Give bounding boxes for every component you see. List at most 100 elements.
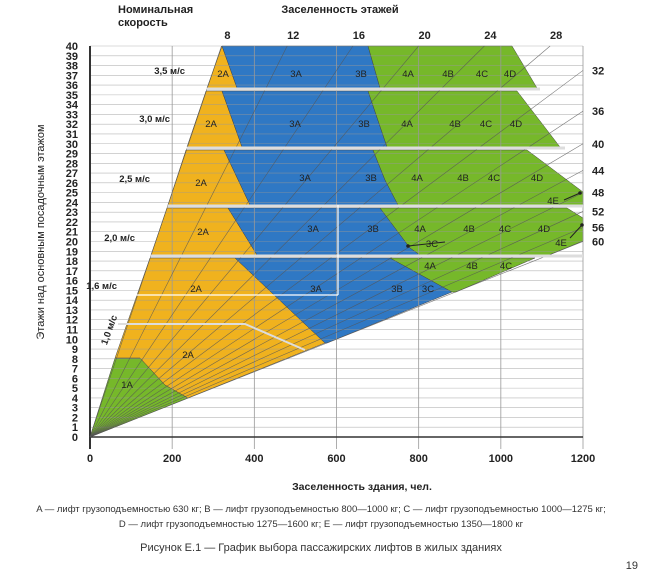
speed-label: 1,6 м/с	[86, 281, 117, 292]
speed-band-separator	[118, 323, 306, 351]
y-tick-label: 10	[66, 334, 78, 346]
speed-header-line1: Номинальная	[118, 4, 193, 16]
region-label: 4D	[504, 69, 516, 80]
ray-label-top: 16	[353, 30, 365, 42]
y-tick-label: 35	[66, 90, 78, 102]
region-3-1.6	[234, 257, 453, 344]
x-tick-label: 400	[245, 453, 263, 465]
region-label: 4C	[488, 173, 500, 184]
figure-caption: Рисунок Е.1 — График выбора пассажирских…	[140, 542, 502, 554]
region-label: 4A	[414, 224, 426, 235]
region-label: 3B	[358, 119, 370, 130]
y-tick-label: 21	[66, 227, 78, 239]
y-tick-label: 27	[66, 168, 78, 180]
occupancy-ray	[89, 227, 584, 438]
speed-label: 1,0 м/с	[99, 314, 120, 347]
y-tick-label: 18	[66, 256, 78, 268]
ray-label-right: 32	[592, 65, 604, 77]
y-tick-label: 39	[66, 51, 78, 63]
region-label: 4C	[499, 224, 511, 235]
pointer-dot	[578, 191, 582, 195]
speed-label: 2,5 м/с	[119, 174, 150, 185]
region-label: 2A	[182, 350, 194, 361]
ray-label-right: 48	[592, 188, 604, 200]
region-label: 3B	[367, 224, 379, 235]
ray-label-right: 56	[592, 223, 604, 235]
region-label: 2A	[190, 284, 202, 295]
region-label: 4E	[555, 238, 567, 249]
y-tick-label: 6	[72, 373, 78, 385]
page-number: 19	[626, 560, 638, 572]
occupancy-ray	[89, 45, 551, 438]
y-tick-label: 1	[72, 422, 78, 434]
occupancy-ray	[89, 45, 485, 438]
occupancy-ray	[89, 143, 584, 438]
y-tick-label: 38	[66, 61, 78, 73]
x-tick-label: 1000	[489, 453, 513, 465]
region-label: 2A	[197, 227, 209, 238]
region-label: 4D	[531, 173, 543, 184]
y-tick-label: 16	[66, 276, 78, 288]
ray-label-right: 44	[592, 165, 605, 177]
y-tick-label: 29	[66, 149, 78, 161]
y-tick-label: 3	[72, 403, 78, 415]
top-axis-title: Заселенность этажей	[281, 4, 398, 16]
occupancy-ray	[89, 211, 584, 438]
pointer-dot	[580, 223, 584, 227]
y-tick-label: 31	[66, 129, 78, 141]
y-tick-label: 19	[66, 246, 78, 258]
speed-label: 3,0 м/с	[139, 114, 170, 125]
y-tick-label: 2	[72, 412, 78, 424]
labels-layer: 2A 3A 3B 4A 4B 4C 4D 3,5 м/с 2A 3A 3B 4A 4B 4C 4D 3,0 м…	[86, 66, 584, 391]
ray-label-right: 40	[592, 139, 604, 151]
y-tick-label: 30	[66, 139, 78, 151]
band-separators	[100, 87, 583, 351]
region-label: 3B	[355, 69, 367, 80]
region-label: 2A	[205, 119, 217, 130]
region-label: 3A	[299, 173, 311, 184]
x-tick-label: 1200	[571, 453, 595, 465]
y-tick-label: 14	[66, 295, 79, 307]
ray-label-top: 20	[419, 30, 431, 42]
x-tick-label: 200	[163, 453, 181, 465]
y-tick-label: 22	[66, 217, 78, 229]
occupancy-ray	[89, 110, 584, 438]
region-label: 4B	[463, 224, 475, 235]
occupancy-ray	[89, 70, 584, 438]
ray-label-top: 12	[287, 30, 299, 42]
y-tick-label: 37	[66, 70, 78, 82]
y-tick-label: 33	[66, 109, 78, 121]
y-tick-label: 15	[66, 285, 78, 297]
region-label: 2A	[195, 178, 207, 189]
y-tick-label: 34	[66, 100, 79, 112]
region-4-3.5	[367, 45, 538, 89]
y-tick-label: 25	[66, 188, 78, 200]
region-label: 3A	[290, 69, 302, 80]
occupancy-ray	[89, 45, 288, 438]
occupancy-ray	[89, 45, 354, 438]
pointer-line	[563, 192, 581, 201]
y-tick-label: 5	[72, 383, 78, 395]
x-tick-label: 800	[409, 453, 427, 465]
y-tick-label: 26	[66, 178, 78, 190]
speed-label: 2,0 м/с	[104, 233, 135, 244]
region-label: 3A	[310, 284, 322, 295]
occupancy-ray	[89, 241, 584, 438]
pointer-line	[569, 224, 583, 239]
y-tick-label: 28	[66, 158, 78, 170]
region-label: 1A	[121, 380, 133, 391]
region-label: 4C	[476, 69, 488, 80]
legend-line-1: A — лифт грузоподъемностью 630 кг; В — л…	[36, 504, 606, 515]
region-label: 4C	[480, 119, 492, 130]
region-label: 4B	[457, 173, 469, 184]
ray-label-right: 52	[592, 206, 604, 218]
region-label: 4B	[442, 69, 454, 80]
y-tick-label: 7	[72, 364, 78, 376]
region-label: 3B	[391, 284, 403, 295]
y-tick-label: 20	[66, 237, 78, 249]
y-tick-label: 36	[66, 80, 78, 92]
occupancy-ray	[89, 192, 584, 438]
legend-line-2: D — лифт грузоподъемностью 1275—1600 кг;…	[119, 519, 524, 530]
pointer-dot	[406, 244, 410, 248]
y-tick-label: 23	[66, 207, 78, 219]
